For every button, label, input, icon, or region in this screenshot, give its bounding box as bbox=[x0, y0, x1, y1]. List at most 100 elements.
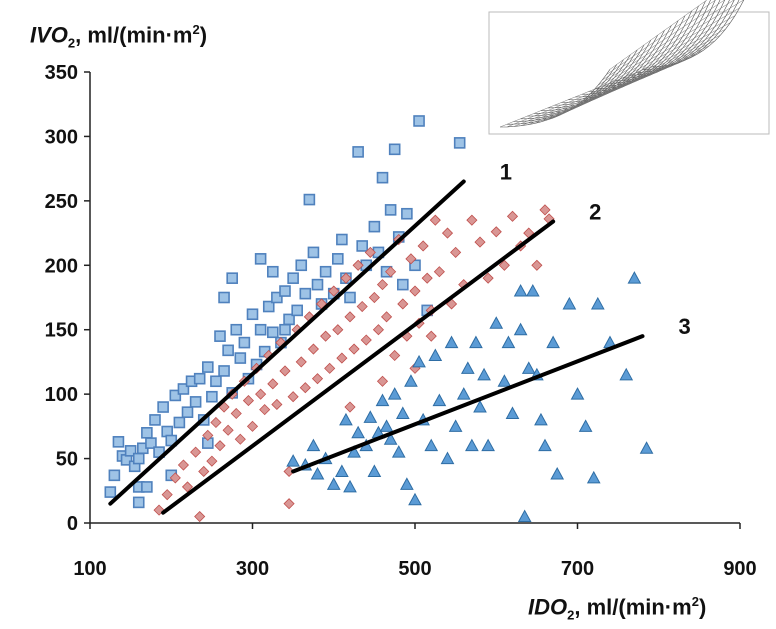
data-point-triangle bbox=[444, 335, 459, 349]
data-point-square bbox=[267, 326, 279, 339]
data-point-square bbox=[132, 452, 145, 465]
data-point-triangle bbox=[306, 438, 321, 452]
data-point-square bbox=[295, 259, 308, 272]
data-point-triangle bbox=[408, 492, 422, 506]
data-point-diamond bbox=[287, 391, 299, 403]
x-axis-title-close: ) bbox=[698, 594, 707, 620]
data-point-diamond bbox=[376, 279, 389, 291]
data-point-triangle bbox=[367, 464, 382, 477]
data-point-diamond bbox=[389, 349, 401, 362]
data-point-diamond bbox=[539, 204, 551, 216]
data-point-diamond bbox=[299, 382, 311, 394]
data-point-diamond bbox=[161, 489, 173, 501]
data-point-diamond bbox=[466, 214, 478, 226]
data-point-square bbox=[397, 278, 409, 291]
axes: 0 50 100 150 200 250 300 350 100 300 500 700 900 bbox=[45, 62, 757, 580]
data-point-triangle bbox=[448, 419, 463, 432]
data-point-triangle bbox=[627, 271, 642, 284]
regression-line-label-1: 1 bbox=[500, 160, 512, 185]
data-point-triangle bbox=[375, 393, 390, 407]
data-point-square bbox=[356, 240, 368, 252]
data-point-diamond bbox=[405, 253, 417, 265]
regression-line-label-2: 2 bbox=[589, 199, 601, 224]
data-point-triangle bbox=[432, 393, 447, 407]
data-point-triangle bbox=[387, 387, 402, 400]
data-point-square bbox=[132, 496, 145, 509]
data-point-triangle bbox=[286, 454, 300, 467]
data-point-triangle bbox=[586, 470, 601, 484]
data-point-triangle bbox=[477, 367, 491, 381]
inset-mesh-line bbox=[575, 28, 726, 107]
inset-mesh-line bbox=[564, 40, 716, 113]
data-point-triangle bbox=[534, 412, 548, 426]
series-square bbox=[104, 115, 466, 509]
data-point-triangle bbox=[326, 477, 341, 490]
data-point-diamond bbox=[409, 285, 421, 297]
data-point-triangle bbox=[347, 445, 361, 458]
data-point-diamond bbox=[307, 343, 320, 355]
data-point-triangle bbox=[578, 419, 593, 432]
data-point-triangle bbox=[473, 399, 487, 413]
data-point-triangle bbox=[497, 374, 512, 387]
data-point-triangle bbox=[521, 361, 536, 374]
data-point-triangle bbox=[570, 387, 585, 400]
x-tick-label: 900 bbox=[723, 558, 756, 580]
data-point-triangle bbox=[489, 316, 504, 329]
data-point-triangle bbox=[517, 509, 532, 523]
data-point-diamond bbox=[352, 259, 364, 271]
data-point-square bbox=[413, 115, 425, 127]
data-point-triangle bbox=[513, 284, 528, 297]
y-axis-title-main: IVO bbox=[30, 22, 68, 48]
data-point-triangle bbox=[424, 438, 439, 452]
data-point-diamond bbox=[234, 433, 246, 445]
data-point-square bbox=[262, 300, 275, 313]
data-point-square bbox=[384, 204, 397, 216]
data-point-square bbox=[177, 383, 190, 395]
data-point-square bbox=[336, 233, 348, 246]
data-point-diamond bbox=[385, 266, 397, 278]
data-point-diamond bbox=[202, 429, 214, 441]
data-point-square bbox=[287, 272, 299, 284]
data-point-square bbox=[145, 437, 157, 449]
x-tick-label: 500 bbox=[398, 558, 431, 580]
data-point-diamond bbox=[421, 272, 433, 284]
data-point-diamond bbox=[340, 272, 352, 284]
data-point-square bbox=[376, 171, 389, 184]
x-tick-label: 700 bbox=[561, 558, 594, 580]
data-point-diamond bbox=[441, 227, 454, 239]
data-point-square bbox=[352, 146, 364, 158]
data-point-diamond bbox=[206, 455, 218, 467]
y-axis-title-close: ) bbox=[199, 22, 208, 48]
data-point-square bbox=[141, 426, 153, 439]
data-point-square bbox=[254, 323, 267, 336]
data-point-square bbox=[303, 193, 316, 206]
data-point-square bbox=[214, 330, 226, 342]
data-point-triangle bbox=[383, 432, 398, 445]
y-axis-title-sub: 2 bbox=[67, 35, 76, 51]
data-point-diamond bbox=[531, 259, 543, 271]
data-point-diamond bbox=[279, 365, 291, 377]
data-point-square bbox=[238, 336, 251, 349]
data-point-square bbox=[124, 445, 137, 457]
inset-mesh-line bbox=[589, 7, 740, 95]
data-point-square bbox=[254, 253, 267, 265]
data-point-square bbox=[108, 469, 121, 482]
data-point-diamond bbox=[344, 311, 356, 323]
data-point-diamond bbox=[336, 352, 348, 364]
data-point-diamond bbox=[368, 291, 380, 304]
inset-mesh-line bbox=[601, 0, 725, 81]
data-point-diamond bbox=[324, 362, 336, 374]
series-layer bbox=[104, 115, 654, 523]
data-point-triangle bbox=[404, 374, 418, 387]
data-point-square bbox=[149, 414, 161, 426]
inset-mesh-line bbox=[609, 0, 708, 70]
data-point-diamond bbox=[380, 311, 393, 323]
data-point-square bbox=[246, 308, 259, 321]
data-point-diamond bbox=[198, 465, 210, 478]
regression-line-1 bbox=[108, 179, 466, 506]
data-point-square bbox=[104, 486, 117, 498]
data-point-triangle bbox=[469, 335, 483, 349]
y-axis-title: IVO2, ml/(min·m2) bbox=[30, 22, 207, 51]
data-point-triangle bbox=[343, 479, 357, 493]
